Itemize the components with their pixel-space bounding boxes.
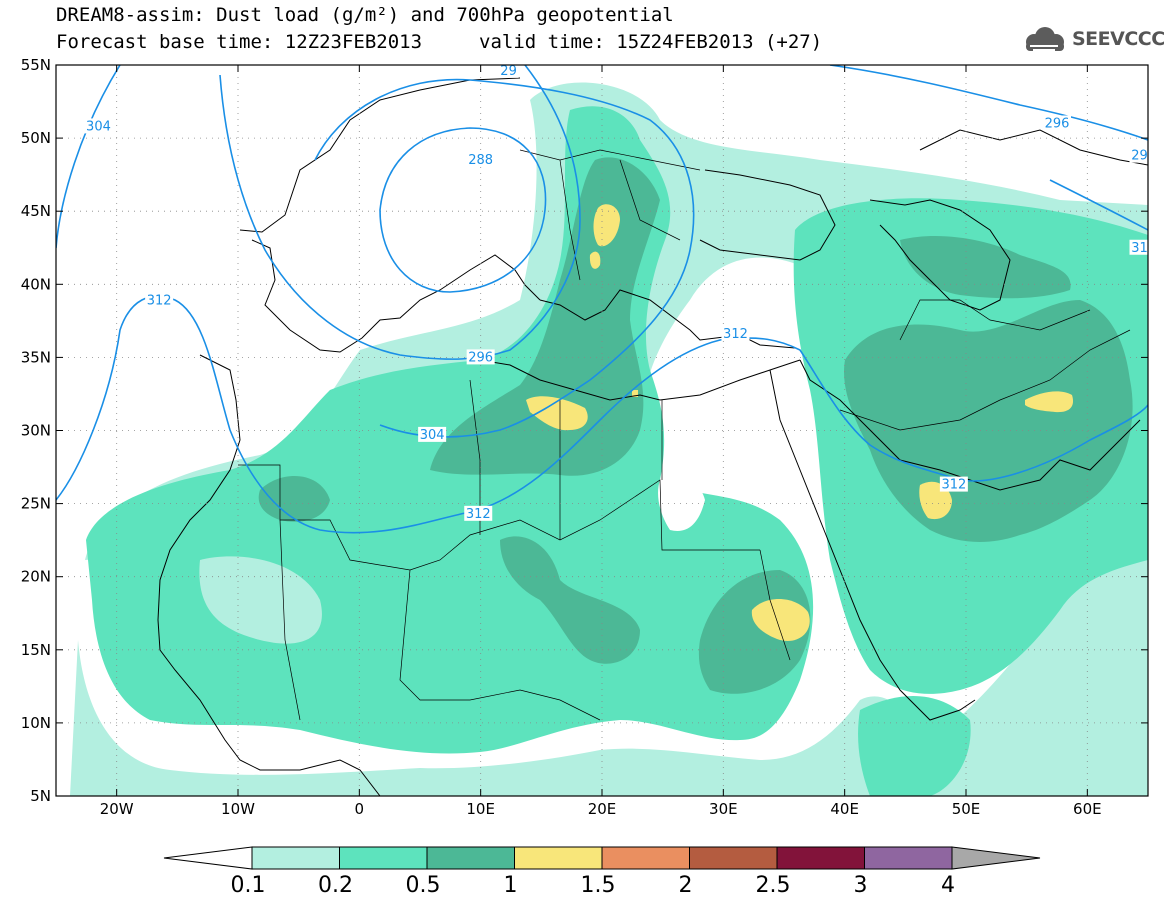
lon-label: 10W [221, 800, 255, 818]
logo-text: SEEVCCC [1072, 28, 1165, 50]
contour-label-bg [466, 152, 495, 168]
colorbar-label: 1.5 [581, 873, 616, 898]
contour-label: 31 [1131, 241, 1148, 256]
colorbar-segment [339, 846, 428, 870]
colorbar-label: 0.5 [406, 873, 441, 898]
contour-label: 304 [420, 428, 445, 443]
valid-time: valid time: 15Z24FEB2013 (+27) [479, 31, 823, 53]
contour-labels: 304 29 288 296 29 312 296 312 304 312 312 31 [84, 64, 1148, 522]
lon-label: 0 [355, 800, 365, 818]
country-borders [238, 149, 1131, 721]
contour-label: 296 [468, 350, 493, 365]
colorbar-label: 2.5 [756, 873, 791, 898]
colorbar-segment [689, 846, 778, 870]
contour-label-bg [466, 349, 495, 365]
colorbar-label: 0.1 [231, 873, 266, 898]
colorbar: 0.1 0.2 0.5 1 1.5 2 2.5 3 4 [163, 846, 1041, 898]
contour-label-bg [464, 505, 493, 521]
plot-area: 304 29 288 296 29 312 296 312 304 312 312 31 [56, 64, 1148, 796]
lat-label: 40N [21, 275, 51, 293]
longitude-axis: 20W 10W 0 10E 20E 30E 40E 50E 60E [100, 65, 1102, 818]
colorbar-segment [514, 846, 603, 870]
contour-label-bg [498, 65, 519, 78]
coastlines [157, 77, 1148, 796]
contour-label-bg [1129, 147, 1148, 163]
lon-label: 10E [466, 800, 495, 818]
colorbar-label: 4 [941, 873, 955, 898]
colorbar-segment [864, 846, 953, 870]
contour-label-bg [721, 326, 750, 342]
dust-fill-1-1.5 [526, 204, 1074, 641]
colorbar-segment [251, 846, 340, 870]
contour-label-bg [1129, 239, 1148, 255]
lat-label: 50N [21, 129, 51, 147]
lon-label: 60E [1073, 800, 1102, 818]
lat-label: 5N [30, 787, 51, 805]
lon-label: 50E [952, 800, 981, 818]
forecast-base-time: Forecast base time: 12Z23FEB2013 [56, 31, 423, 53]
lat-label: 20N [21, 568, 51, 586]
colorbar-label: 3 [854, 873, 868, 898]
map-title: DREAM8-assim: Dust load (g/m²) and 700hP… [56, 4, 674, 26]
lat-lon-grid [56, 65, 1148, 796]
seevccc-logo: SEEVCCC [1018, 26, 1165, 56]
contour-label-bg [84, 118, 113, 134]
latitude-axis: 55N 50N 45N 40N 35N 30N 25N 20N 15N 10N 5N [21, 56, 1148, 805]
contour-label-bg [418, 426, 447, 442]
colorbar-segment [776, 846, 865, 870]
contour-label: 29 [500, 64, 517, 79]
lat-label: 35N [21, 348, 51, 366]
forecast-time-line: Forecast base time: 12Z23FEB2013 valid ti… [56, 31, 822, 53]
contour-label: 288 [468, 153, 493, 168]
colorbar-segment [601, 846, 690, 870]
colorbar-label: 1 [504, 873, 518, 898]
colorbar-segment [426, 846, 515, 870]
lat-label: 10N [21, 714, 51, 732]
contour-label: 312 [466, 507, 491, 522]
contour-label: 304 [86, 119, 111, 134]
contour-label: 312 [147, 293, 172, 308]
lon-label: 30E [709, 800, 738, 818]
colorbar-label: 2 [679, 873, 693, 898]
lat-label: 45N [21, 202, 51, 220]
contour-label-bg [1043, 115, 1071, 131]
lat-label: 15N [21, 641, 51, 659]
contour-label: 312 [723, 327, 748, 342]
lat-label: 30N [21, 422, 51, 440]
contour-label-bg [145, 292, 174, 308]
lat-label: 55N [21, 56, 51, 74]
lon-label: 40E [830, 800, 859, 818]
contour-label: 312 [941, 478, 966, 493]
contour-label-bg [939, 476, 968, 492]
contour-label: 29 [1131, 149, 1148, 164]
contour-label: 296 [1045, 116, 1070, 131]
lon-label: 20W [100, 800, 134, 818]
colorbar-under-triangle [163, 846, 253, 870]
geopotential-contours [56, 65, 1148, 534]
lon-label: 20E [588, 800, 617, 818]
colorbar-over-triangle [951, 846, 1041, 870]
cloud-logo-icon [1026, 27, 1064, 51]
lat-label: 25N [21, 495, 51, 513]
colorbar-label: 0.2 [318, 873, 353, 898]
